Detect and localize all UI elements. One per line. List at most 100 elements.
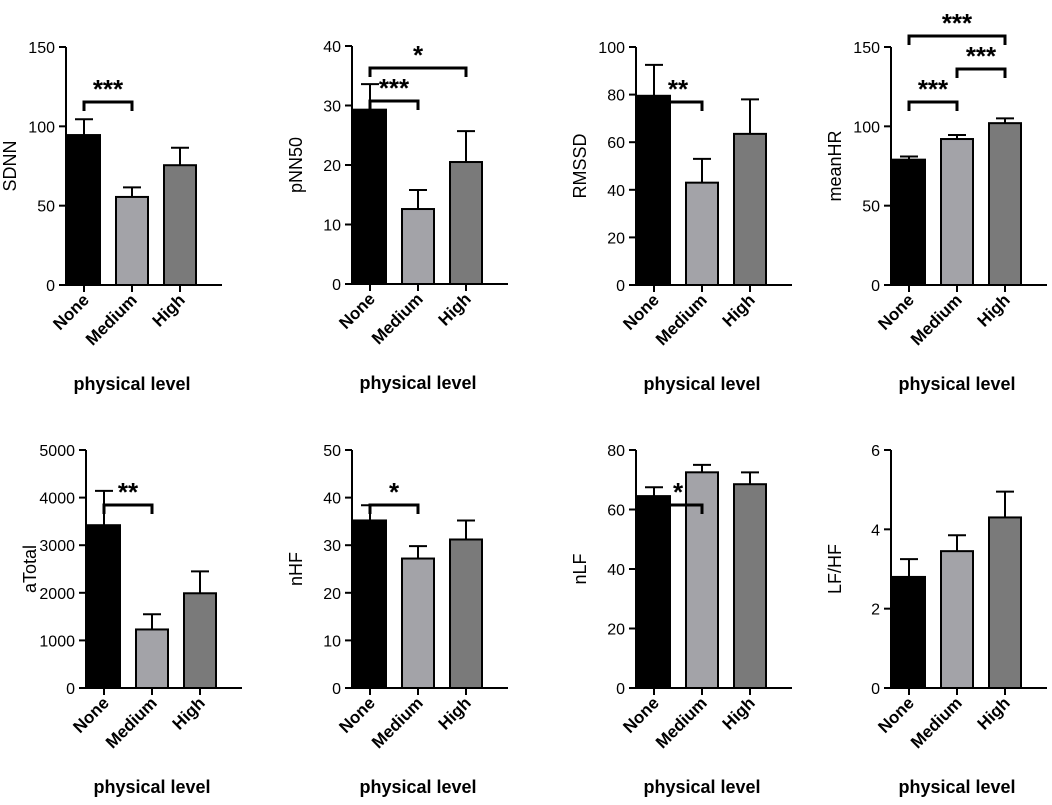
x-tick-label-none: None [619, 290, 662, 333]
y-tick-label: 4 [871, 522, 880, 539]
significance-bracket [955, 67, 1007, 78]
bar-medium [940, 138, 974, 286]
significance-bracket [368, 503, 420, 514]
bar-none [67, 134, 101, 286]
y-tick-label: 0 [332, 681, 341, 698]
x-tick-label-none: None [619, 693, 662, 736]
significance-bracket [102, 503, 154, 514]
bar-high [733, 483, 767, 689]
y-tick-label: 60 [607, 135, 625, 152]
bar-medium [401, 208, 435, 285]
y-axis-label: SDNN [0, 140, 20, 191]
y-tick-label: 1000 [39, 633, 75, 650]
y-tick-label: 5000 [39, 443, 75, 460]
x-axis-label: physical level [73, 374, 190, 394]
y-tick-label: 20 [607, 230, 625, 247]
y-axis-label: nHF [286, 552, 306, 586]
y-tick-label: 150 [853, 40, 880, 57]
x-tick-label-medium: Medium [652, 290, 711, 349]
y-tick-label: 6 [871, 443, 880, 460]
y-tick-label: 50 [862, 199, 880, 216]
x-tick-label-high: High [149, 290, 189, 330]
y-tick-label: 100 [598, 40, 625, 57]
y-tick-label: 3000 [39, 538, 75, 555]
x-tick-label-none: None [874, 290, 917, 333]
x-axis-label: physical level [643, 374, 760, 394]
y-tick-label: 0 [46, 278, 55, 295]
x-tick-label-medium: Medium [907, 290, 966, 349]
y-tick-label: 20 [323, 158, 341, 175]
y-tick-label: 2000 [39, 586, 75, 603]
y-tick-label: 80 [607, 443, 625, 460]
bar-none [353, 108, 387, 286]
y-tick-label: 0 [871, 681, 880, 698]
x-tick-label-medium: Medium [368, 289, 427, 348]
bar-none [87, 524, 121, 690]
x-tick-label-high: High [435, 289, 475, 329]
y-axis-label: nLF [570, 553, 590, 584]
significance-bracket [907, 100, 959, 111]
x-tick-label-none: None [49, 290, 92, 333]
x-axis-label: physical level [898, 374, 1015, 394]
y-tick-label: 150 [28, 40, 55, 57]
significance-bracket [652, 503, 704, 514]
y-tick-label: 50 [37, 199, 55, 216]
bar-medium [115, 195, 149, 286]
x-tick-label-medium: Medium [102, 693, 161, 752]
bar-medium [940, 550, 974, 690]
bar-medium [135, 628, 169, 690]
x-tick-label-high: High [974, 693, 1014, 733]
bar-high [988, 122, 1022, 286]
significance-bracket [652, 100, 704, 111]
bar-none [637, 94, 671, 287]
significance-label: ** [668, 74, 689, 104]
y-axis-label: pNN50 [286, 137, 306, 193]
x-tick-label-medium: Medium [907, 693, 966, 752]
significance-label: * [673, 477, 684, 507]
significance-label: *** [93, 74, 124, 104]
x-tick-label-high: High [974, 290, 1014, 330]
y-tick-label: 60 [607, 503, 625, 520]
y-tick-label: 80 [607, 88, 625, 105]
y-tick-label: 10 [323, 218, 341, 235]
x-axis-label: physical level [898, 777, 1015, 797]
x-tick-label-medium: Medium [368, 693, 427, 752]
y-tick-label: 0 [332, 277, 341, 294]
bar-high [733, 132, 767, 286]
y-tick-label: 30 [323, 538, 341, 555]
x-tick-label-high: High [719, 290, 759, 330]
x-axis-label: physical level [93, 777, 210, 797]
y-tick-label: 100 [28, 119, 55, 136]
bar-medium [401, 557, 435, 690]
x-tick-label-high: High [435, 693, 475, 733]
significance-bracket [368, 99, 420, 110]
y-tick-label: 0 [616, 681, 625, 698]
y-axis-label: meanHR [825, 130, 845, 201]
significance-label: *** [966, 41, 997, 71]
y-tick-label: 0 [616, 278, 625, 295]
bar-none [637, 495, 671, 689]
significance-label: * [389, 477, 400, 507]
y-tick-label: 4000 [39, 491, 75, 508]
significance-bracket [368, 66, 468, 77]
significance-label: *** [942, 8, 973, 38]
x-tick-label-none: None [335, 693, 378, 736]
x-tick-label-high: High [719, 693, 759, 733]
bar-high [988, 516, 1022, 690]
significance-label: * [413, 40, 424, 70]
y-tick-label: 40 [607, 183, 625, 200]
significance-bracket [82, 100, 134, 111]
x-axis-label: physical level [359, 373, 476, 393]
bar-high [449, 538, 483, 689]
y-tick-label: 40 [323, 491, 341, 508]
x-tick-label-none: None [874, 693, 917, 736]
x-tick-label-medium: Medium [82, 290, 141, 349]
y-tick-label: 2 [871, 602, 880, 619]
significance-label: ** [118, 477, 139, 507]
